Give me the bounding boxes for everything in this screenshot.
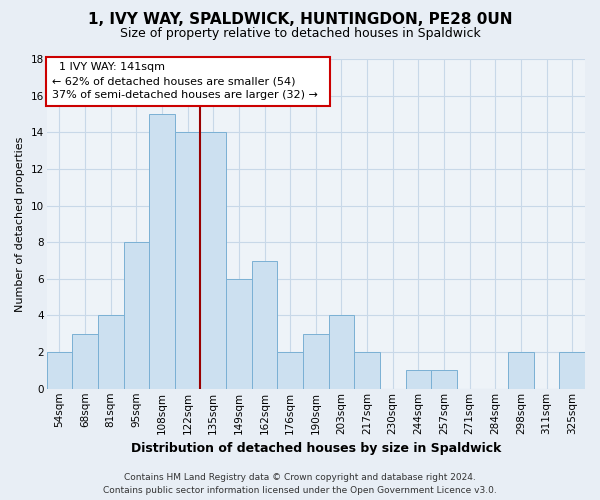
Bar bbox=[72, 334, 98, 389]
Bar bbox=[277, 352, 303, 389]
Bar bbox=[431, 370, 457, 389]
Bar bbox=[226, 279, 251, 389]
Bar bbox=[559, 352, 585, 389]
Bar bbox=[175, 132, 200, 389]
Bar bbox=[200, 132, 226, 389]
X-axis label: Distribution of detached houses by size in Spaldwick: Distribution of detached houses by size … bbox=[131, 442, 501, 455]
Y-axis label: Number of detached properties: Number of detached properties bbox=[15, 136, 25, 312]
Text: 1, IVY WAY, SPALDWICK, HUNTINGDON, PE28 0UN: 1, IVY WAY, SPALDWICK, HUNTINGDON, PE28 … bbox=[88, 12, 512, 28]
Bar bbox=[354, 352, 380, 389]
Bar bbox=[508, 352, 534, 389]
Bar bbox=[98, 316, 124, 389]
Text: Contains HM Land Registry data © Crown copyright and database right 2024.
Contai: Contains HM Land Registry data © Crown c… bbox=[103, 474, 497, 495]
Bar bbox=[47, 352, 72, 389]
Text: 1 IVY WAY: 141sqm
← 62% of detached houses are smaller (54)
37% of semi-detached: 1 IVY WAY: 141sqm ← 62% of detached hous… bbox=[52, 62, 325, 100]
Bar bbox=[329, 316, 354, 389]
Bar bbox=[251, 260, 277, 389]
Bar bbox=[124, 242, 149, 389]
Bar bbox=[406, 370, 431, 389]
Text: Size of property relative to detached houses in Spaldwick: Size of property relative to detached ho… bbox=[119, 28, 481, 40]
Bar bbox=[149, 114, 175, 389]
Bar bbox=[303, 334, 329, 389]
